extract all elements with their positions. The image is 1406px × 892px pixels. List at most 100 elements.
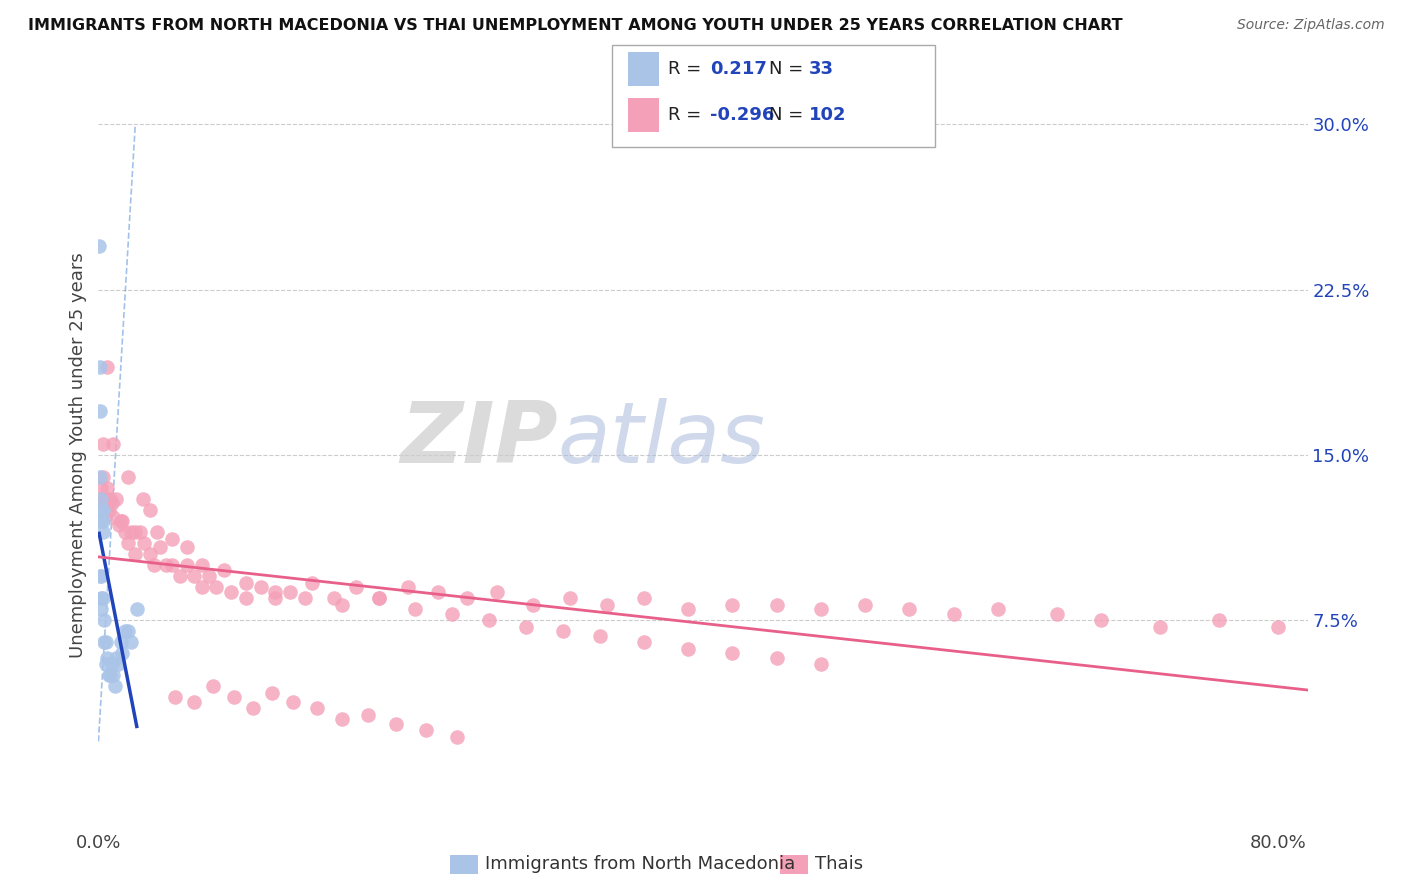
Point xyxy=(91,503,114,517)
Text: atlas: atlas xyxy=(558,399,766,482)
Point xyxy=(551,624,574,639)
Point xyxy=(160,558,183,573)
Point xyxy=(198,569,221,583)
Point xyxy=(264,584,287,599)
Point xyxy=(478,613,501,627)
Point xyxy=(678,641,700,656)
Point xyxy=(212,562,235,576)
Point xyxy=(165,690,187,705)
Point xyxy=(90,602,112,616)
Point xyxy=(305,701,328,715)
Point xyxy=(97,503,120,517)
Point xyxy=(560,591,582,606)
Point xyxy=(90,591,112,606)
Point xyxy=(633,635,655,649)
Text: N =: N = xyxy=(769,106,808,124)
Text: Source: ZipAtlas.com: Source: ZipAtlas.com xyxy=(1237,18,1385,32)
Point xyxy=(120,524,142,539)
Point xyxy=(678,602,700,616)
Point xyxy=(139,503,162,517)
Point xyxy=(810,657,832,672)
Point xyxy=(93,496,115,510)
Text: Immigrants from North Macedonia: Immigrants from North Macedonia xyxy=(485,855,796,873)
Point xyxy=(107,657,129,672)
Point xyxy=(124,524,146,539)
Point xyxy=(91,524,114,539)
Point xyxy=(367,591,389,606)
Point xyxy=(90,569,112,583)
Point xyxy=(96,359,118,374)
Point xyxy=(111,514,134,528)
Point xyxy=(765,598,787,612)
Point xyxy=(441,607,464,621)
Point xyxy=(98,668,121,682)
Text: 102: 102 xyxy=(808,106,846,124)
Point xyxy=(346,580,368,594)
Point xyxy=(264,591,287,606)
Text: Thais: Thais xyxy=(815,855,863,873)
Text: IMMIGRANTS FROM NORTH MACEDONIA VS THAI UNEMPLOYMENT AMONG YOUTH UNDER 25 YEARS : IMMIGRANTS FROM NORTH MACEDONIA VS THAI … xyxy=(28,18,1123,33)
Point xyxy=(89,404,111,418)
Point xyxy=(101,509,124,524)
Point xyxy=(89,491,111,506)
Point xyxy=(219,584,242,599)
Point xyxy=(117,470,139,484)
Point xyxy=(169,569,191,583)
Point xyxy=(125,602,148,616)
Point xyxy=(426,584,449,599)
Point xyxy=(89,569,111,583)
Point xyxy=(91,503,114,517)
Point xyxy=(721,598,744,612)
Point xyxy=(415,723,437,738)
Point xyxy=(105,491,128,506)
Text: 33: 33 xyxy=(808,60,834,78)
Text: N =: N = xyxy=(769,60,808,78)
Point xyxy=(357,708,380,723)
Point xyxy=(1149,620,1171,634)
Point xyxy=(149,541,172,555)
Point xyxy=(128,524,150,539)
Point xyxy=(110,635,132,649)
Text: R =: R = xyxy=(668,106,707,124)
Point xyxy=(100,496,122,510)
Point xyxy=(124,547,146,561)
Point xyxy=(485,584,508,599)
Point xyxy=(721,646,744,660)
Point xyxy=(183,695,205,709)
Point xyxy=(1208,613,1230,627)
Point xyxy=(589,629,612,643)
Point xyxy=(91,514,114,528)
Point xyxy=(89,359,111,374)
Point xyxy=(987,602,1010,616)
Point xyxy=(235,575,257,590)
Point xyxy=(367,591,389,606)
Point xyxy=(101,437,124,451)
Point xyxy=(633,591,655,606)
Point xyxy=(143,558,166,573)
Point xyxy=(1090,613,1112,627)
Point xyxy=(456,591,478,606)
Point xyxy=(91,470,114,484)
Point xyxy=(90,481,112,495)
Text: R =: R = xyxy=(668,60,707,78)
Point xyxy=(101,668,124,682)
Text: ZIP: ZIP xyxy=(401,399,558,482)
Point xyxy=(396,580,419,594)
Point xyxy=(131,491,153,506)
Point xyxy=(176,558,198,573)
Point xyxy=(93,635,115,649)
Point xyxy=(205,580,228,594)
Point xyxy=(190,580,212,594)
Point xyxy=(810,602,832,616)
Point xyxy=(385,716,408,731)
Point xyxy=(134,536,156,550)
Point xyxy=(202,679,225,693)
Point xyxy=(278,584,301,599)
Point xyxy=(242,701,264,715)
Point xyxy=(96,481,118,495)
Point xyxy=(117,536,139,550)
Point xyxy=(94,491,117,506)
Point xyxy=(104,679,127,693)
Point xyxy=(183,569,205,583)
Point xyxy=(222,690,245,705)
